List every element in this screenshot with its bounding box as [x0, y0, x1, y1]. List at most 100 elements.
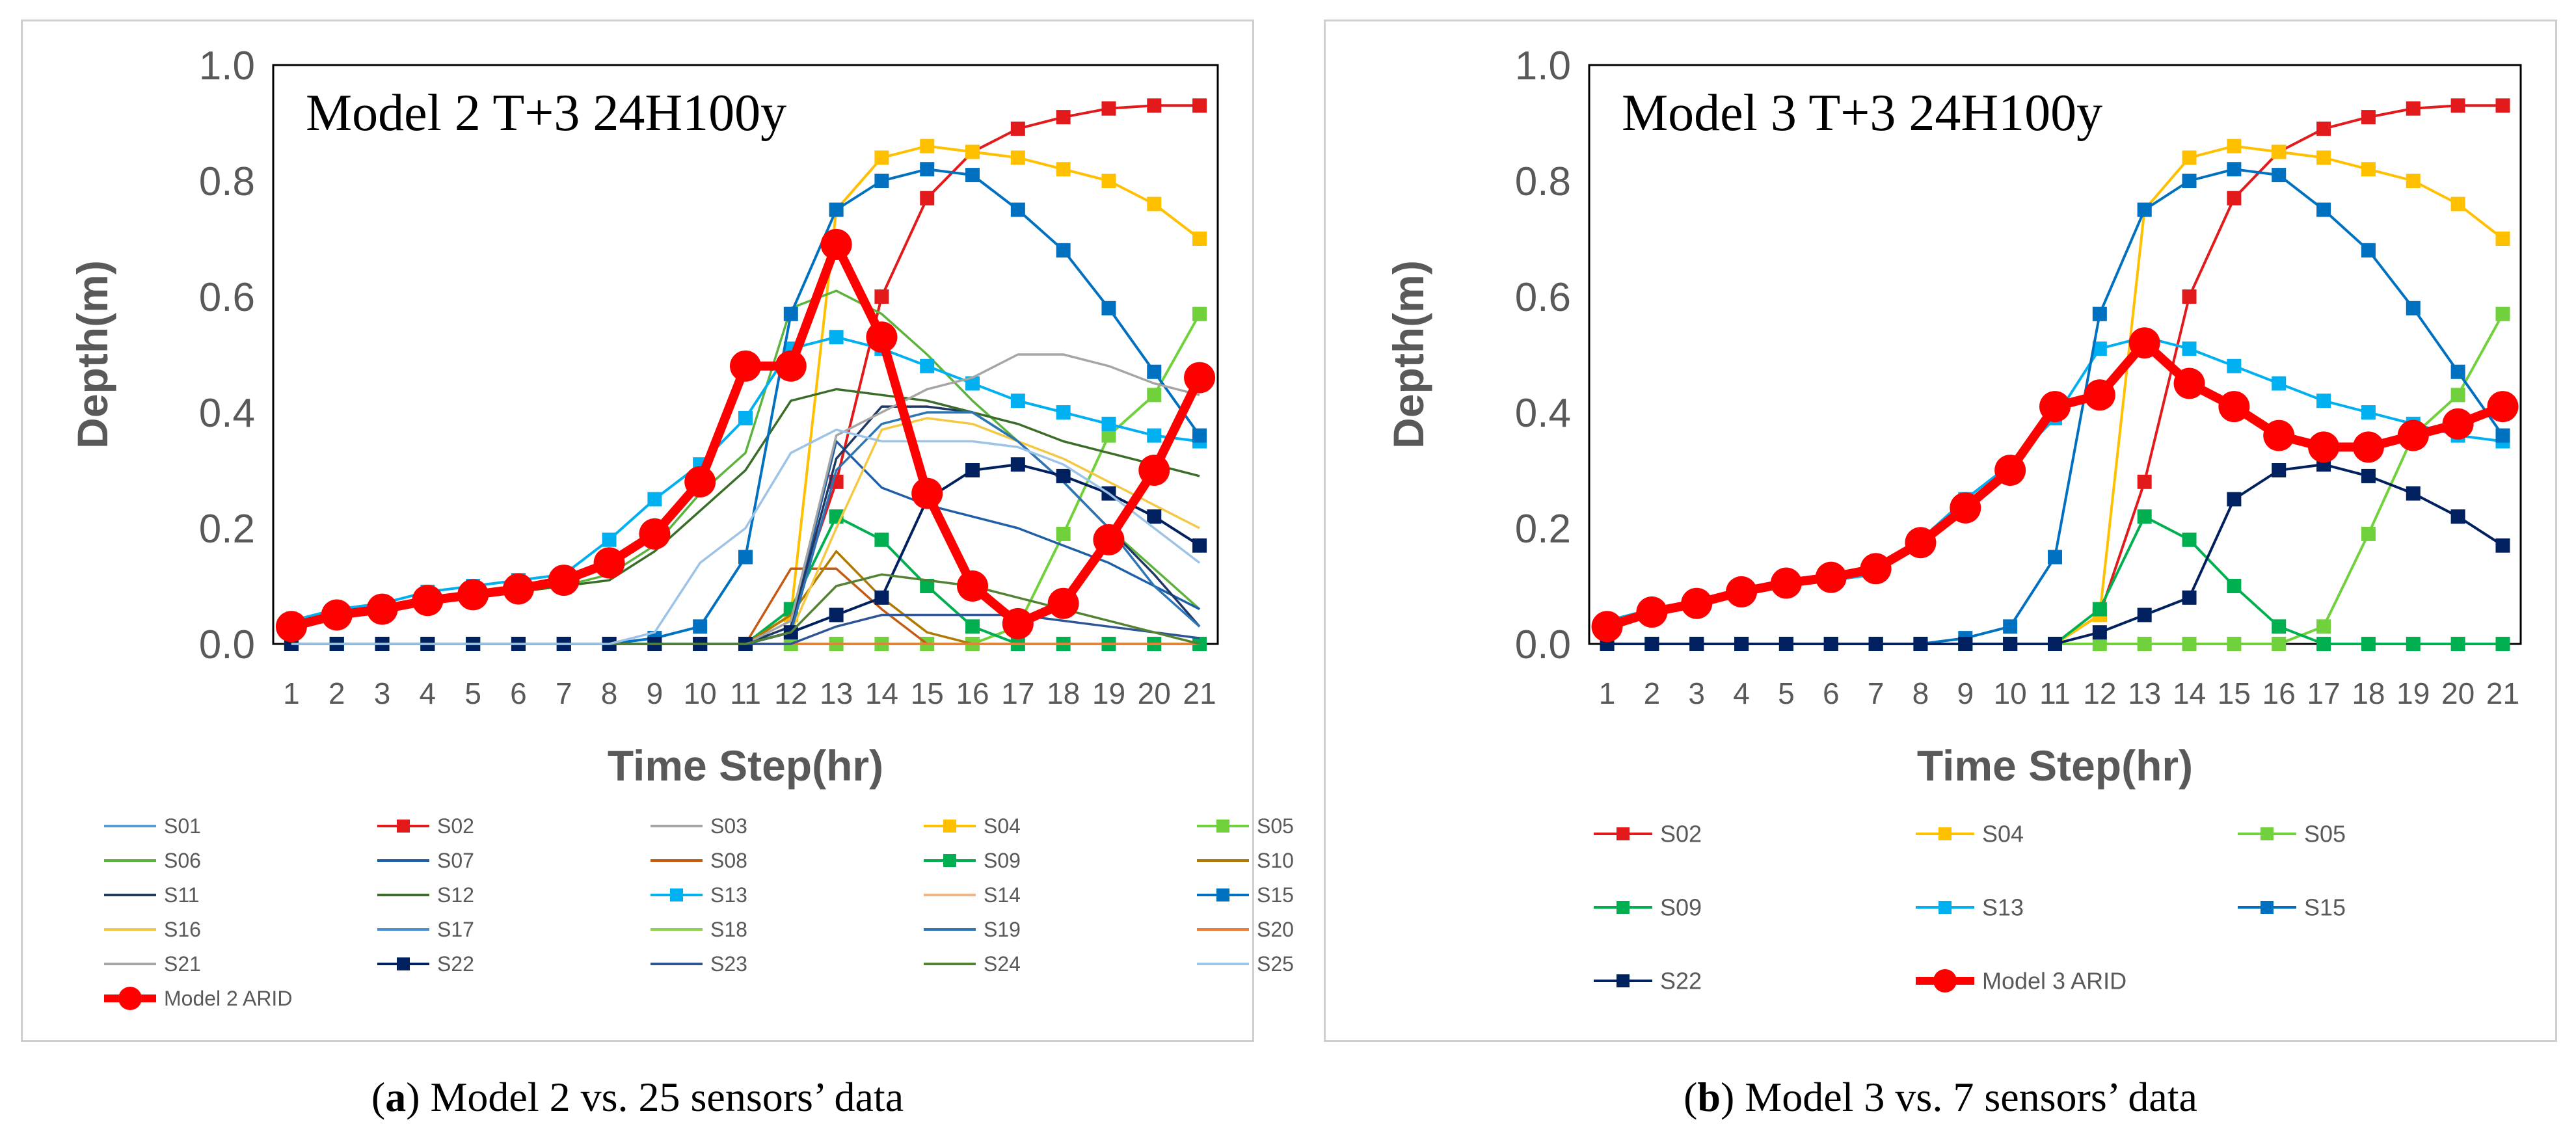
chart-b: 0.00.20.40.60.81.01 2 3 4 5 6 7 8 9 10 11 12 13 14 15 1… — [1384, 44, 2522, 994]
data-point — [2316, 619, 2331, 634]
legend-item: S21 — [104, 952, 201, 976]
data-point — [2092, 625, 2107, 640]
chart-a: 0.00.20.40.60.81.01 2 3 4 5 6 7 8 9 10 11 12 13 14 15 1… — [68, 44, 1294, 1010]
data-point — [874, 532, 889, 547]
data-point — [2406, 486, 2421, 501]
data-point — [639, 518, 671, 550]
data-point — [2308, 431, 2340, 463]
data-point — [2272, 376, 2287, 391]
x-axis-label: Time Step(hr) — [608, 741, 883, 790]
chart-title: Model 3 T+3 24H100y — [1622, 85, 2102, 142]
data-point — [2316, 202, 2331, 217]
x-tick-label: 15 — [2218, 676, 2251, 710]
y-tick-label: 0.8 — [199, 159, 255, 204]
data-point — [2361, 405, 2376, 420]
data-point — [2361, 468, 2376, 483]
caption-a-open: ( — [371, 1074, 386, 1120]
data-point — [2182, 174, 2197, 188]
data-point — [2182, 637, 2197, 651]
data-point — [684, 466, 716, 498]
x-tick-label: 18 — [1047, 676, 1080, 710]
data-point — [2003, 637, 2018, 651]
legend-item: S02 — [1594, 821, 1702, 848]
legend-swatch-marker — [1933, 969, 1957, 993]
data-point — [2263, 420, 2295, 451]
data-point — [1192, 232, 1207, 246]
data-point — [1056, 243, 1071, 258]
legend-label: S25 — [1257, 952, 1294, 976]
charts-canvas: 0.00.20.40.60.81.01 2 3 4 5 6 7 8 9 10 11 12 13 14 15 1… — [68, 44, 2522, 1010]
data-point — [2450, 637, 2465, 651]
data-point — [2495, 232, 2510, 246]
data-point — [412, 585, 444, 617]
data-point — [1681, 587, 1713, 619]
legend-item: S09 — [924, 849, 1021, 872]
data-point — [2137, 474, 2152, 489]
data-point — [1010, 202, 1025, 217]
data-point — [920, 162, 935, 177]
data-point — [1913, 637, 1928, 651]
data-point — [730, 350, 761, 382]
legend-item: Model 3 ARID — [1916, 968, 2127, 994]
data-point — [2272, 619, 2287, 634]
series-line — [290, 239, 1204, 632]
data-point — [2272, 168, 2287, 183]
legend-label: S02 — [437, 814, 474, 838]
data-point — [2272, 463, 2287, 477]
data-point — [1010, 394, 1025, 408]
legend-item: S14 — [924, 883, 1021, 907]
data-point — [2092, 341, 2107, 356]
caption-a-text: ) Model 2 vs. 25 sensors’ data — [406, 1074, 904, 1120]
data-point — [366, 593, 398, 625]
data-point — [2316, 121, 2331, 136]
x-tick-label: 13 — [2128, 676, 2161, 710]
legend-label: S18 — [710, 918, 747, 941]
data-point — [1950, 492, 1981, 524]
data-point — [738, 410, 753, 425]
data-point — [775, 350, 807, 382]
data-point — [2361, 110, 2376, 125]
data-point — [2182, 341, 2197, 356]
legend-item: S01 — [104, 814, 201, 838]
x-tick-label: 12 — [774, 676, 807, 710]
data-point — [2450, 196, 2465, 211]
x-tick-label: 18 — [2352, 676, 2385, 710]
data-point — [602, 532, 617, 547]
x-tick-label: 12 — [2083, 676, 2116, 710]
legend-label: S02 — [1660, 821, 1702, 848]
caption-b: (b) Model 3 vs. 7 sensors’ data — [1324, 1073, 2557, 1121]
data-point — [2361, 526, 2376, 541]
data-point — [1644, 637, 1659, 651]
legend-label: S09 — [984, 849, 1021, 872]
caption-a-letter: a — [385, 1074, 407, 1120]
legend-swatch-marker — [1939, 827, 1952, 840]
x-tick-label: 10 — [1994, 676, 2027, 710]
legend-item: S09 — [1594, 894, 1702, 921]
chart-panel-a-frame — [21, 20, 1254, 1042]
x-tick-label: 14 — [865, 676, 898, 710]
x-tick-label: 9 — [1957, 676, 1974, 710]
data-point — [2495, 538, 2510, 553]
data-point — [2450, 509, 2465, 524]
data-point — [1823, 637, 1838, 651]
x-tick-label: 7 — [1868, 676, 1885, 710]
legend-item: S18 — [651, 918, 747, 941]
data-point — [2173, 367, 2205, 399]
data-point — [2084, 379, 2115, 411]
x-tick-label: 21 — [1183, 676, 1216, 710]
data-point — [2137, 509, 2152, 524]
legend-label: S14 — [984, 883, 1021, 907]
y-tick-label: 0.4 — [199, 391, 255, 436]
data-point — [1101, 101, 1116, 116]
legend-item: S16 — [104, 918, 201, 941]
x-tick-label: 11 — [730, 676, 761, 710]
data-point — [829, 202, 844, 217]
legend-label: S07 — [437, 849, 474, 872]
legend-item: S20 — [1197, 918, 1294, 941]
data-point — [920, 358, 935, 373]
data-point — [965, 619, 980, 634]
data-point — [1147, 388, 1162, 403]
data-point — [2450, 98, 2465, 113]
legend-label: S06 — [164, 849, 201, 872]
data-point — [965, 168, 980, 183]
